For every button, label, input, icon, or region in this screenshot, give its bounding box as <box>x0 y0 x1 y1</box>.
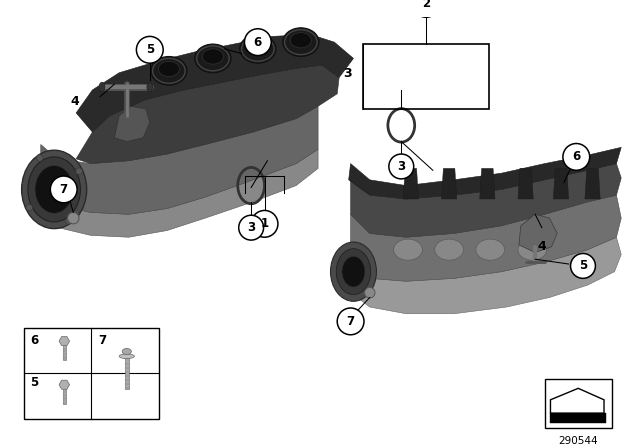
Text: 3: 3 <box>343 67 351 80</box>
Ellipse shape <box>518 239 547 260</box>
Polygon shape <box>480 168 495 199</box>
Text: 5: 5 <box>146 43 154 56</box>
Polygon shape <box>41 106 318 214</box>
Ellipse shape <box>291 33 312 48</box>
Ellipse shape <box>99 82 105 92</box>
Ellipse shape <box>36 155 43 161</box>
Polygon shape <box>442 168 457 199</box>
Ellipse shape <box>435 239 463 260</box>
Ellipse shape <box>147 82 153 92</box>
Polygon shape <box>115 106 150 142</box>
Ellipse shape <box>394 239 422 260</box>
Ellipse shape <box>22 150 86 228</box>
Polygon shape <box>76 65 339 164</box>
Ellipse shape <box>122 349 131 354</box>
Circle shape <box>244 29 271 56</box>
Ellipse shape <box>119 354 134 358</box>
Ellipse shape <box>76 168 83 175</box>
Ellipse shape <box>342 256 365 287</box>
Ellipse shape <box>364 288 375 298</box>
Text: 4: 4 <box>70 95 79 108</box>
Text: 6: 6 <box>572 151 580 164</box>
Polygon shape <box>76 34 353 132</box>
Bar <box>63 345 66 360</box>
Polygon shape <box>349 237 621 314</box>
Ellipse shape <box>330 242 376 302</box>
Text: 6: 6 <box>253 36 262 49</box>
Polygon shape <box>519 214 557 253</box>
Text: 7: 7 <box>346 315 355 328</box>
Polygon shape <box>403 168 419 199</box>
Ellipse shape <box>195 44 231 73</box>
Bar <box>24 328 159 419</box>
Circle shape <box>570 254 595 278</box>
Ellipse shape <box>283 28 319 56</box>
Ellipse shape <box>28 157 81 222</box>
Ellipse shape <box>247 39 268 55</box>
Ellipse shape <box>35 165 73 213</box>
Polygon shape <box>59 336 70 346</box>
Ellipse shape <box>202 49 223 64</box>
Polygon shape <box>351 164 621 237</box>
Bar <box>125 358 129 389</box>
Circle shape <box>389 154 413 179</box>
Ellipse shape <box>476 239 504 260</box>
Bar <box>63 388 66 404</box>
Polygon shape <box>585 168 600 199</box>
Circle shape <box>239 215 264 240</box>
Bar <box>545 379 612 428</box>
Ellipse shape <box>65 218 72 224</box>
Ellipse shape <box>68 212 79 224</box>
Text: 4: 4 <box>538 240 546 253</box>
Text: 7: 7 <box>98 334 106 347</box>
Bar <box>363 44 489 109</box>
Polygon shape <box>554 168 568 199</box>
Circle shape <box>136 36 163 63</box>
Circle shape <box>251 211 278 237</box>
Text: 3: 3 <box>247 221 255 234</box>
Text: 5: 5 <box>579 259 587 272</box>
Circle shape <box>337 308 364 335</box>
Polygon shape <box>59 380 70 389</box>
Polygon shape <box>351 195 621 281</box>
Polygon shape <box>35 149 318 237</box>
Circle shape <box>51 176 77 203</box>
Ellipse shape <box>336 249 371 295</box>
Text: 1: 1 <box>260 217 269 230</box>
Bar <box>550 413 606 423</box>
Text: 2: 2 <box>422 0 430 10</box>
Text: 7: 7 <box>60 183 68 196</box>
Polygon shape <box>349 147 621 199</box>
Ellipse shape <box>158 61 179 77</box>
Text: 290544: 290544 <box>558 436 598 446</box>
Polygon shape <box>518 168 533 199</box>
Text: 6: 6 <box>30 334 38 347</box>
Text: 3: 3 <box>397 160 405 173</box>
Ellipse shape <box>151 56 187 85</box>
Circle shape <box>413 0 440 17</box>
Ellipse shape <box>239 34 276 63</box>
Text: 5: 5 <box>30 376 38 389</box>
Ellipse shape <box>26 204 33 211</box>
Circle shape <box>563 143 589 170</box>
